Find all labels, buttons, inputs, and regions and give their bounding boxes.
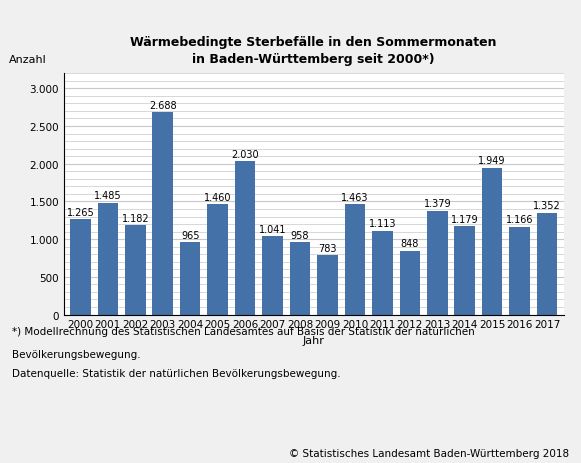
Bar (262, 237, 283, 315)
Text: 965: 965 (181, 230, 199, 240)
Text: © Statistisches Landesamt Baden-Württemberg 2018: © Statistisches Landesamt Baden-Württemb… (289, 448, 569, 458)
Text: 1.166: 1.166 (506, 215, 533, 225)
Bar (510, 227, 530, 315)
Text: 1.463: 1.463 (341, 193, 369, 203)
Bar (454, 226, 475, 315)
Bar (98, 203, 118, 315)
Text: Anzahl: Anzahl (9, 55, 46, 64)
Bar (482, 168, 503, 315)
Bar (290, 243, 310, 315)
Text: 2.688: 2.688 (149, 100, 177, 111)
Bar (345, 205, 365, 315)
Bar (372, 231, 393, 315)
Bar (70, 219, 91, 315)
Bar (152, 113, 173, 315)
Text: 1.265: 1.265 (66, 207, 94, 218)
Text: 1.949: 1.949 (478, 156, 506, 166)
Title: Wärmebedingte Sterbefälle in den Sommermonaten
in Baden-Württemberg seit 2000*): Wärmebedingte Sterbefälle in den Sommerm… (131, 36, 497, 66)
Text: 848: 848 (401, 239, 419, 249)
Text: 1.113: 1.113 (368, 219, 396, 229)
Bar (125, 226, 146, 315)
Bar (317, 256, 338, 315)
Text: Bevölkerungsbewegung.: Bevölkerungsbewegung. (12, 350, 140, 360)
Text: 1.379: 1.379 (424, 199, 451, 209)
Bar (207, 205, 228, 315)
Bar (427, 211, 447, 315)
Text: Datenquelle: Statistik der natürlichen Bevölkerungsbewegung.: Datenquelle: Statistik der natürlichen B… (12, 368, 340, 378)
Text: 1.352: 1.352 (533, 201, 561, 211)
Bar (235, 162, 256, 315)
Bar (400, 251, 420, 315)
Text: *) Modellrechnung des Statistischen Landesamtes auf Basis der Statistik der natü: *) Modellrechnung des Statistischen Land… (12, 326, 474, 337)
Text: 783: 783 (318, 244, 337, 254)
X-axis label: Jahr: Jahr (303, 335, 325, 345)
Text: 1.179: 1.179 (451, 214, 479, 224)
Text: 1.182: 1.182 (121, 214, 149, 224)
Text: 2.030: 2.030 (231, 150, 259, 160)
Text: 1.041: 1.041 (259, 225, 286, 234)
Bar (537, 213, 557, 315)
Text: 958: 958 (290, 231, 309, 241)
Bar (180, 242, 200, 315)
Text: 1.485: 1.485 (94, 191, 121, 201)
Text: 1.460: 1.460 (204, 193, 231, 203)
